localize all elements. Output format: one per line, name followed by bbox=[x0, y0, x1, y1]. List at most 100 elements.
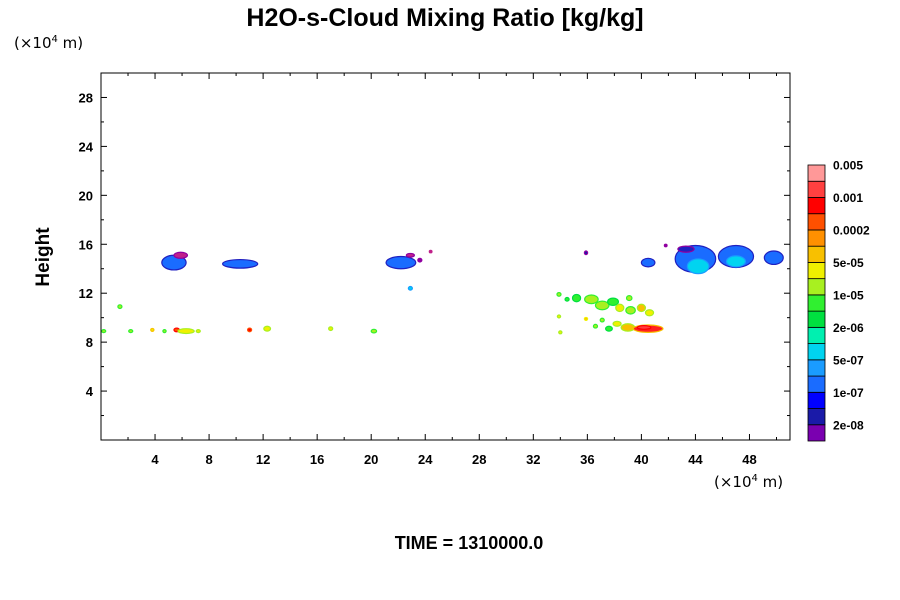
cloud-patch bbox=[417, 257, 423, 263]
colorbar-swatch bbox=[807, 164, 826, 182]
cloud-patch bbox=[625, 295, 633, 302]
cloud-patch bbox=[607, 297, 620, 307]
y-tick-label: 8 bbox=[86, 335, 93, 350]
x-tick-label: 36 bbox=[580, 452, 594, 467]
x-tick-label: 32 bbox=[526, 452, 540, 467]
x-tick-label: 20 bbox=[364, 452, 378, 467]
colorbar-swatch bbox=[807, 294, 826, 312]
cloud-patch bbox=[128, 329, 134, 334]
cloud-patch bbox=[370, 328, 378, 334]
cloud-field bbox=[101, 243, 784, 335]
colorbar-label: 5e-05 bbox=[833, 256, 864, 270]
y-axis-unit: (×104 m) bbox=[14, 34, 83, 52]
cloud-patch bbox=[405, 252, 416, 258]
cloud-patch bbox=[594, 300, 610, 311]
cloud-patch bbox=[583, 250, 589, 256]
y-tick-label: 28 bbox=[79, 90, 93, 105]
colorbar-swatch bbox=[807, 197, 826, 215]
colorbar-label: 5e-07 bbox=[833, 353, 864, 367]
chart-title: H2O-s-Cloud Mixing Ratio [kg/kg] bbox=[246, 4, 643, 32]
colorbar-swatch bbox=[807, 408, 826, 426]
y-unit-suffix: m) bbox=[58, 34, 83, 52]
cloud-patch bbox=[173, 251, 189, 259]
cloud-patch bbox=[584, 294, 599, 305]
cloud-patch bbox=[556, 291, 562, 297]
colorbar-label: 2e-08 bbox=[833, 418, 864, 432]
cloud-patch bbox=[195, 329, 201, 334]
cloud-patch bbox=[101, 329, 107, 334]
cloud-patch bbox=[615, 303, 625, 313]
cloud-patch bbox=[246, 327, 253, 333]
cloud-patch bbox=[221, 258, 259, 269]
cloud-patch bbox=[625, 306, 636, 315]
cloud-patch bbox=[686, 258, 710, 275]
colorbar-swatch bbox=[807, 262, 826, 280]
x-tick-label: 44 bbox=[688, 452, 703, 467]
x-tick-label: 16 bbox=[310, 452, 324, 467]
y-tick-label: 16 bbox=[79, 237, 93, 252]
colorbar-swatch bbox=[807, 245, 826, 263]
x-unit-exponent: 4 bbox=[752, 473, 758, 484]
cloud-patch bbox=[636, 303, 647, 313]
cloud-patch bbox=[428, 249, 433, 254]
cloud-patch bbox=[636, 325, 652, 330]
cloud-patch bbox=[263, 325, 272, 332]
time-label: TIME = 1310000.0 bbox=[395, 533, 544, 553]
cloud-patch bbox=[592, 323, 599, 329]
x-tick-label: 28 bbox=[472, 452, 486, 467]
colorbar-swatch bbox=[807, 343, 826, 361]
x-unit-suffix: m) bbox=[758, 473, 783, 491]
cloud-patch bbox=[558, 330, 563, 335]
colorbar: 2e-08 1e-07 5e-07 2e-06 1e-05 5e-05 0.0002 0.00… bbox=[807, 159, 870, 442]
x-tick-label: 4 bbox=[151, 452, 159, 467]
cloud-patch bbox=[612, 320, 622, 327]
x-tick-label: 12 bbox=[256, 452, 270, 467]
cloud-patch bbox=[620, 323, 636, 332]
colorbar-swatch bbox=[807, 326, 826, 344]
cloud-patch bbox=[162, 329, 167, 334]
colorbar-label: 0.005 bbox=[833, 159, 863, 173]
colorbar-label: 0.0002 bbox=[833, 223, 870, 237]
x-tick-label: 24 bbox=[418, 452, 433, 467]
colorbar-swatch bbox=[807, 310, 826, 328]
cloud-patch bbox=[604, 325, 613, 332]
y-tick-label: 12 bbox=[79, 286, 93, 301]
y-tick-label: 24 bbox=[79, 139, 94, 154]
y-unit-prefix: (×10 bbox=[14, 34, 52, 52]
cloud-patch bbox=[150, 327, 155, 332]
colorbar-swatch bbox=[807, 391, 826, 409]
cloud-patch bbox=[564, 296, 570, 302]
x-unit-prefix: (×10 bbox=[714, 473, 752, 491]
plot-frame bbox=[100, 72, 791, 441]
cloud-patch bbox=[599, 317, 605, 323]
colorbar-label: 1e-05 bbox=[833, 288, 864, 302]
y-axis-label: Height bbox=[33, 227, 54, 287]
cloud-patch bbox=[644, 309, 655, 317]
x-tick-label: 8 bbox=[205, 452, 212, 467]
colorbar-label: 0.001 bbox=[833, 191, 863, 205]
colorbar-label: 2e-06 bbox=[833, 321, 864, 335]
colorbar-swatch bbox=[807, 213, 826, 231]
cloud-patch bbox=[640, 257, 656, 268]
cloud-patch bbox=[663, 243, 668, 248]
cloud-patch bbox=[117, 304, 123, 310]
cloud-patch bbox=[677, 245, 695, 253]
colorbar-swatch bbox=[807, 278, 826, 296]
cloud-patch bbox=[556, 314, 562, 319]
y-unit-exponent: 4 bbox=[52, 34, 58, 45]
cloud-patch bbox=[571, 293, 582, 303]
colorbar-swatch bbox=[807, 424, 826, 442]
cloud-patch bbox=[725, 255, 747, 268]
cloud-patch bbox=[407, 285, 414, 291]
cloud-patch bbox=[328, 326, 334, 332]
colorbar-swatch bbox=[807, 180, 826, 198]
cloud-patch bbox=[385, 255, 417, 270]
cloud-patch bbox=[763, 250, 784, 266]
colorbar-swatch bbox=[807, 375, 826, 393]
colorbar-swatch bbox=[807, 229, 826, 247]
colorbar-label: 1e-07 bbox=[833, 386, 864, 400]
cloud-patch bbox=[583, 316, 589, 321]
y-tick-label: 20 bbox=[79, 188, 93, 203]
